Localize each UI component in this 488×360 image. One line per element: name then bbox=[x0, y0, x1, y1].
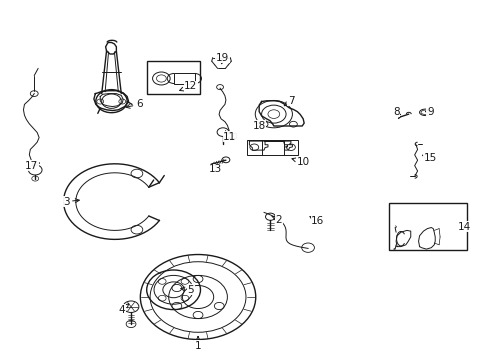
Text: 5: 5 bbox=[181, 285, 194, 295]
Text: 9: 9 bbox=[425, 107, 433, 117]
Bar bbox=[146, 61, 200, 94]
Text: 2: 2 bbox=[272, 215, 282, 225]
Bar bbox=[388, 203, 466, 250]
Bar bbox=[224, 133, 235, 138]
Text: 7: 7 bbox=[284, 96, 294, 106]
Text: 15: 15 bbox=[422, 153, 436, 163]
Text: 4: 4 bbox=[119, 304, 128, 315]
Text: 6: 6 bbox=[126, 99, 142, 109]
Text: 16: 16 bbox=[309, 216, 324, 226]
Text: 12: 12 bbox=[179, 81, 197, 91]
Text: 1: 1 bbox=[194, 337, 201, 351]
Text: 19: 19 bbox=[215, 53, 229, 64]
Text: 14: 14 bbox=[457, 222, 470, 232]
Bar bbox=[174, 73, 194, 84]
Text: 10: 10 bbox=[291, 157, 309, 167]
Text: 17: 17 bbox=[25, 161, 39, 171]
Text: 13: 13 bbox=[208, 163, 222, 174]
Text: 18: 18 bbox=[252, 121, 265, 131]
Bar bbox=[246, 140, 298, 155]
Text: 8: 8 bbox=[392, 107, 399, 117]
Text: 3: 3 bbox=[62, 197, 79, 207]
Text: 11: 11 bbox=[223, 131, 236, 142]
Polygon shape bbox=[249, 141, 292, 150]
